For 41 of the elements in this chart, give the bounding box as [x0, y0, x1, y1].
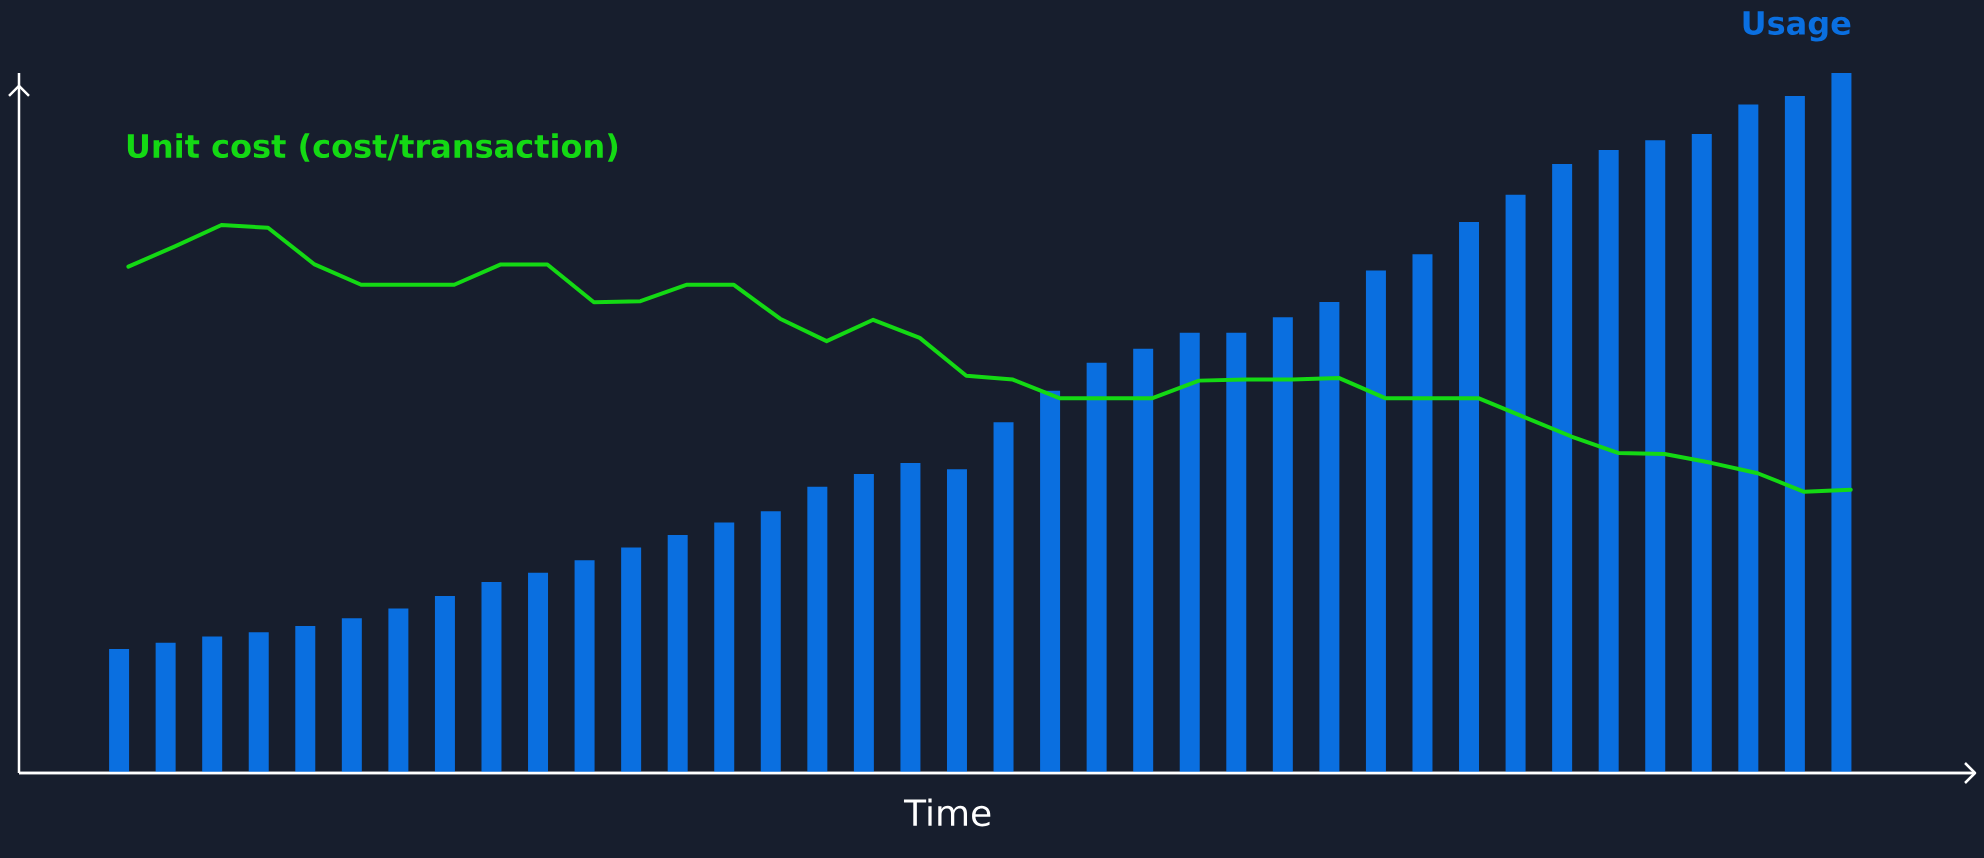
bar	[1412, 254, 1433, 773]
bar	[853, 474, 874, 773]
bar	[1319, 301, 1340, 773]
bar	[341, 618, 362, 773]
x-axis-title: Time	[903, 798, 991, 827]
bar	[1133, 348, 1154, 773]
bar	[481, 581, 502, 773]
series-label: Usage	[1743, 11, 1851, 42]
bar	[1505, 194, 1526, 773]
bar	[807, 486, 828, 773]
bar	[1784, 96, 1805, 773]
bar	[295, 626, 316, 773]
bar	[760, 511, 781, 773]
bar	[1459, 222, 1480, 773]
bar	[1598, 149, 1619, 773]
bar	[714, 522, 735, 773]
bar	[1365, 270, 1386, 773]
bar	[1645, 140, 1666, 773]
bar	[1831, 72, 1852, 773]
bar	[1086, 362, 1107, 773]
bar	[434, 595, 455, 773]
bar	[621, 547, 642, 773]
bar	[388, 608, 409, 773]
bar	[1691, 133, 1712, 773]
bar	[1179, 332, 1200, 773]
bar	[1738, 104, 1759, 773]
bar	[1040, 390, 1061, 773]
bar	[900, 462, 921, 773]
bar	[1272, 317, 1293, 773]
bar	[155, 642, 176, 773]
bar	[528, 572, 549, 773]
bar	[993, 422, 1014, 773]
bar	[202, 636, 223, 773]
bar	[109, 649, 130, 773]
text: Unit cost (cost/transaction)	[127, 133, 618, 162]
bar	[1226, 332, 1247, 773]
bar	[946, 469, 967, 773]
bar	[1552, 163, 1573, 773]
bar	[248, 632, 269, 773]
bar	[667, 535, 688, 773]
bar	[574, 560, 595, 773]
